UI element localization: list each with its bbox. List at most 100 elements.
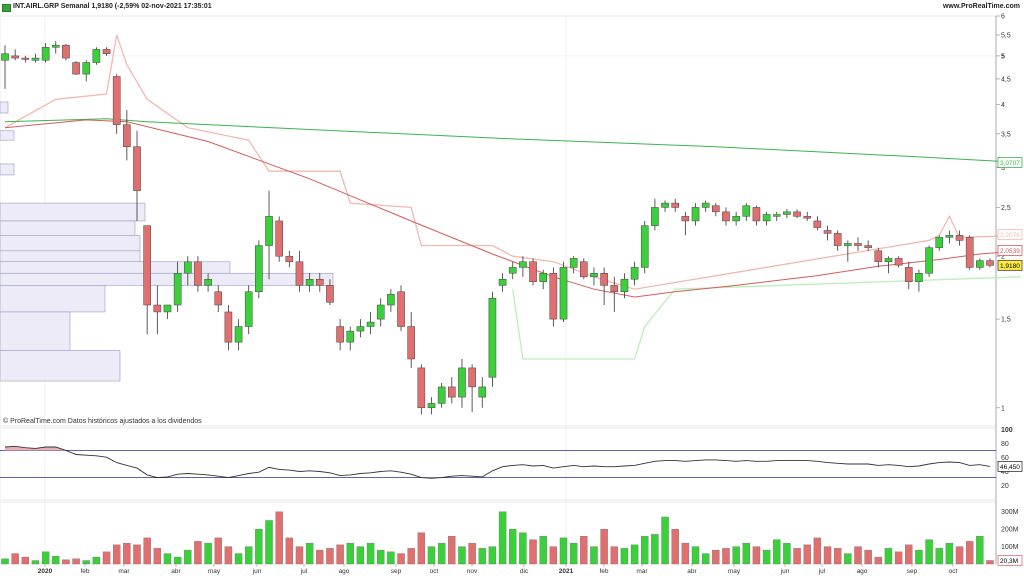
footnote: © ProRealTime.com Datos históricos ajust… xyxy=(3,417,202,425)
candle-body xyxy=(732,216,740,222)
candle-body xyxy=(326,285,334,303)
candle-body xyxy=(742,205,751,217)
time-tick-label: 2020 xyxy=(38,568,53,575)
chart-title: INT.AIRL.GRP Semanal 1,9180 (-2,59% 02-n… xyxy=(13,3,212,10)
candle-body xyxy=(651,207,659,226)
time-tick-label: abr xyxy=(687,568,697,575)
volume-bar xyxy=(955,546,964,565)
volume-bar xyxy=(41,551,50,565)
candle-body xyxy=(448,386,456,398)
volume-bar xyxy=(813,537,822,565)
time-tick-label: oct xyxy=(430,568,439,575)
volume-bar xyxy=(62,559,70,565)
volume-bar xyxy=(823,546,832,565)
candle-body xyxy=(234,326,243,343)
rsi-tick-label: 80 xyxy=(1001,441,1009,448)
candle-body xyxy=(133,146,141,191)
volume-bar xyxy=(478,548,486,565)
candle-body xyxy=(823,230,832,234)
volume-bar xyxy=(397,553,405,565)
candle-body xyxy=(376,304,385,320)
volume-bar xyxy=(742,542,750,565)
candle-body xyxy=(864,245,872,248)
volume-bar xyxy=(92,556,101,565)
volume-bar xyxy=(11,553,19,565)
time-tick-label: may xyxy=(728,568,741,575)
volume-bar xyxy=(488,546,497,565)
time-tick-label: sep xyxy=(907,568,918,575)
time-tick-label: jul xyxy=(300,568,308,575)
candle-body xyxy=(11,55,19,59)
volume-bar xyxy=(854,546,862,565)
volume-bar xyxy=(580,535,588,565)
volume-profile-bar xyxy=(0,311,71,351)
volume-bar xyxy=(498,511,507,565)
volume-bar xyxy=(285,537,294,565)
candle-body xyxy=(894,258,903,266)
candle-body xyxy=(559,267,568,320)
volume-bar xyxy=(874,556,883,565)
volume-bar xyxy=(630,544,639,565)
grid-lines xyxy=(0,15,997,565)
candle-body xyxy=(204,278,212,286)
price-label-box xyxy=(997,244,1023,256)
volume-bar xyxy=(427,546,436,565)
candle-body xyxy=(793,211,801,217)
candle-body xyxy=(31,57,40,61)
candle-body xyxy=(194,261,202,286)
price-tick-label: 5 xyxy=(1001,53,1005,60)
candle-body xyxy=(955,235,964,241)
volume-bar xyxy=(620,548,629,565)
volume-value-box xyxy=(997,555,1023,566)
site-link[interactable]: www.ProRealTime.com xyxy=(942,3,1020,10)
volume-bar xyxy=(590,546,598,565)
candle-body xyxy=(51,44,60,48)
candle-body xyxy=(844,243,852,246)
candle-body xyxy=(315,278,324,286)
volume-bar xyxy=(722,548,730,565)
candle-body xyxy=(600,273,608,286)
price-label-stop: 2,2076 xyxy=(1000,232,1020,239)
volume-current-label: 20,3M xyxy=(1000,558,1018,565)
volume-bar xyxy=(82,560,90,565)
candle-body xyxy=(772,214,781,217)
candle-body xyxy=(407,326,415,360)
candle-body xyxy=(346,330,355,343)
price-tick-label: 4,5 xyxy=(1001,76,1011,83)
price-label-box xyxy=(997,229,1023,241)
candle-body xyxy=(356,326,365,332)
volume-bar xyxy=(123,542,131,565)
volume-bar xyxy=(326,548,334,565)
volume-bar xyxy=(204,542,212,565)
time-tick-label: ago xyxy=(339,568,350,575)
volume-bar xyxy=(143,537,151,565)
time-tick-label: ago xyxy=(857,568,868,575)
candle-body xyxy=(986,260,994,266)
candle-body xyxy=(21,57,30,60)
price-tick-label: 4 xyxy=(1001,102,1005,109)
volume-bar xyxy=(884,548,893,565)
candle-body xyxy=(183,261,192,274)
volume-profile-bar xyxy=(0,350,121,382)
volume-bar xyxy=(245,546,253,565)
volume-bar xyxy=(549,546,558,565)
axes: 6 5,5 5 4,5 4 3,5 3 2,5 2 1,5 1 3,0707 2,2076 2,0539 1… xyxy=(38,14,1023,575)
volume-bar xyxy=(153,548,162,565)
volume-bar xyxy=(641,535,649,565)
price-tick-label: 5,5 xyxy=(1001,33,1011,40)
volume-bar xyxy=(468,542,476,565)
candle-body xyxy=(925,247,933,274)
candle-body xyxy=(285,255,294,262)
candle-body xyxy=(539,273,547,282)
candle-body xyxy=(620,278,629,292)
price-tick-label: 6 xyxy=(1001,14,1005,21)
price-tick-label: 2 xyxy=(1001,254,1005,261)
volume-bar xyxy=(651,534,659,565)
volume-bar xyxy=(336,544,344,565)
volume-bar xyxy=(417,532,426,565)
volume-profile-bar xyxy=(0,163,15,176)
candle-body xyxy=(915,273,923,282)
candle-body xyxy=(437,386,446,404)
time-tick-label: nov xyxy=(467,568,478,575)
